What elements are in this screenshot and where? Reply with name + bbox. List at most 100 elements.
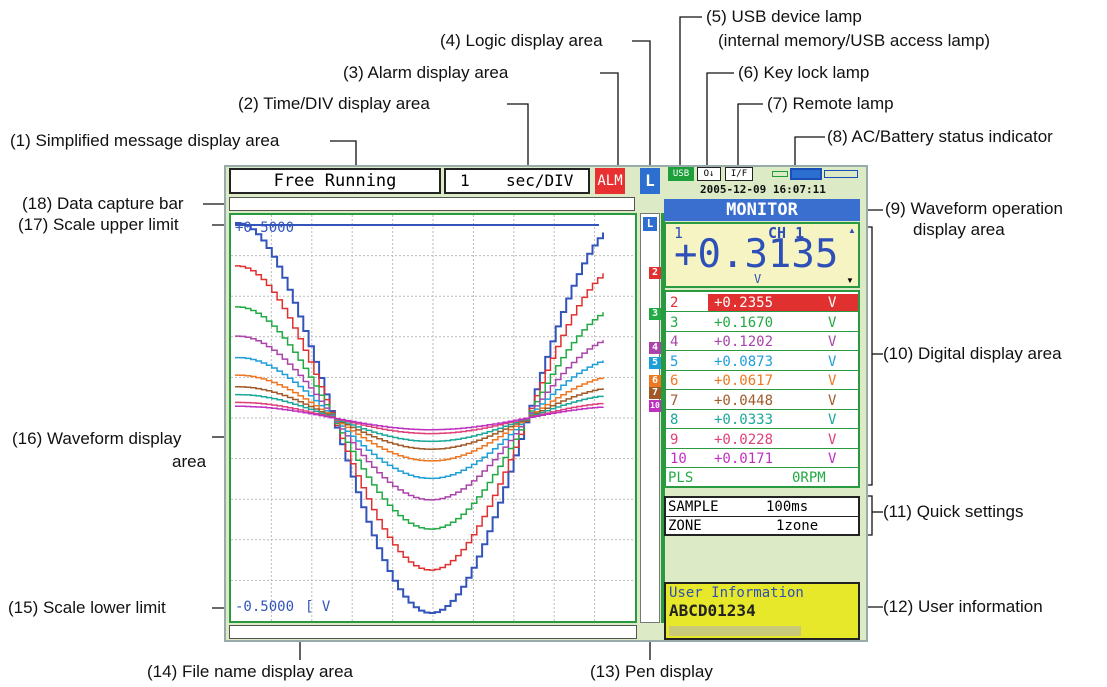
monitor-scroll-up-icon[interactable]: ▲ [848,226,856,235]
waveform-ch3 [235,306,604,530]
channel-number: 2 [670,295,679,311]
channel-unit: V [828,451,837,467]
channel-value: +0.0617 [714,373,774,389]
monitor-header[interactable]: MONITOR [664,199,860,221]
user-info-bar [669,626,801,636]
zone-value: 1zone [776,518,819,534]
waveform-ch5 [235,356,604,480]
channel-value: +0.2355 [714,295,774,311]
pen-marker-2: 2 [649,267,661,279]
channel-value: +0.1670 [714,314,774,331]
battery-icon [772,168,858,180]
time-div-value: 1 [460,171,470,190]
data-capture-bar [229,197,635,211]
callout-10: (10) Digital display area [883,344,1062,363]
quick-settings[interactable]: SAMPLE 100ms ZONE 1zone [664,496,860,536]
callout-16-sub: area [172,452,207,471]
channel-number: 8 [670,412,679,428]
channel-number: 5 [670,353,679,370]
remote-lamp: I/F [725,167,753,181]
message-text: Free Running [273,171,397,191]
pls-row: PLS 0RPM [666,470,858,486]
waveform-ch6 [235,374,604,462]
scale-unit: [ V [305,599,331,615]
sample-label: SAMPLE [668,499,719,515]
monitor-unit: V [754,272,762,286]
channel-number: 7 [670,392,679,409]
channel-value: +0.0228 [714,431,774,448]
channel-unit: V [828,431,837,448]
channel-row-8[interactable]: 8 +0.0333 V [666,411,858,429]
usb-lamp: USB [668,167,694,181]
pen-scroll-track[interactable] [661,213,665,623]
callout-17: (17) Scale upper limit [18,215,179,234]
time-div-unit: sec/DIV [506,171,574,190]
channel-row-6[interactable]: 6 +0.0617 V [666,372,858,390]
quick-setting-zone[interactable]: ZONE 1zone [666,517,858,535]
digital-display: 2 +0.2355 V 3 +0.1670 V 4 +0.1202 V 5 +0.0873 V 6 +0.… [664,290,860,488]
remote-text: I/F [730,169,748,179]
monitor-value: +0.3135 [674,232,839,277]
channel-number: 9 [670,431,679,448]
logic-indicator: L [640,168,660,194]
waveform-ch8 [235,393,604,443]
channel-row-2[interactable]: 2 +0.2355 V [666,294,858,312]
time-div-display[interactable]: 1 sec/DIV [444,168,590,194]
callout-15: (15) Scale lower limit [8,598,166,617]
monitor-channel-number: 1 [674,224,684,242]
keylock-lamp: O↓ [697,167,721,181]
callout-16: (16) Waveform display [12,429,182,448]
callout-5-sub: (internal memory/USB access lamp) [718,31,991,50]
pen-marker-5: 5 [649,357,661,369]
channel-row-7[interactable]: 7 +0.0448 V [666,392,858,410]
pen-display: L 2 3 4 5 6 7 10 [640,213,661,623]
scale-upper-limit: +0.5000 [235,220,295,236]
waveform-display: +0.5000 -0.5000 [ V [229,213,637,623]
pen-marker-10: 10 [649,400,661,412]
callout-9-sub: display area [913,220,1005,239]
scale-lower-limit: -0.5000 [235,599,295,615]
logic-text: L [645,171,655,190]
zone-label: ZONE [668,518,702,534]
quick-setting-sample[interactable]: SAMPLE 100ms [666,498,858,517]
alarm-indicator: ALM [595,168,625,194]
keylock-text: O↓ [703,169,715,179]
monitor-scroll-down-icon[interactable]: ▼ [846,276,854,285]
callout-18: (18) Data capture bar [22,194,184,213]
pen-marker-3: 3 [649,308,661,320]
channel-value: +0.0333 [714,412,774,428]
channel-value: +0.0448 [714,392,774,409]
channel-number: 6 [670,373,679,389]
callout-5: (5) USB device lamp [706,7,862,26]
pls-value: 0RPM [792,470,826,486]
channel-row-5[interactable]: 5 +0.0873 V [666,353,858,371]
waveform-ch9 [235,401,604,435]
monitor-channel-label: CH 1 [768,224,805,242]
callout-1: (1) Simplified message display area [10,131,280,150]
pen-marker-l: L [643,217,657,231]
callout-8: (8) AC/Battery status indicator [827,127,1053,146]
channel-row-9[interactable]: 9 +0.0228 V [666,431,858,449]
channel-value: +0.1202 [714,334,774,350]
channel-unit: V [828,412,837,428]
callout-13: (13) Pen display [590,662,713,681]
channel-unit: V [828,373,837,389]
channel-value: +0.0171 [714,451,774,467]
pls-label: PLS [668,470,694,486]
waveform-ch2 [235,265,604,571]
waveform-ch1 [235,222,604,614]
pen-marker-4: 4 [649,342,661,354]
waveform-ch10 [235,405,604,431]
channel-row-4[interactable]: 4 +0.1202 V [666,333,858,351]
callout-2: (2) Time/DIV display area [238,94,430,113]
usb-text: USB [672,169,690,179]
channel-row-3[interactable]: 3 +0.1670 V [666,314,858,332]
monitor-value-panel[interactable]: 1 CH 1 +0.3135 V ▼ ▲ [664,222,860,288]
alarm-text: ALM [597,173,623,189]
user-information: User Information ABCD01234 [664,582,860,640]
datetime: 2005-12-09 16:07:11 [700,183,826,196]
pen-marker-7: 7 [649,387,661,399]
channel-number: 10 [670,451,687,467]
channel-row-10[interactable]: 10 +0.0171 V [666,450,858,468]
waveform-svg [231,215,635,621]
